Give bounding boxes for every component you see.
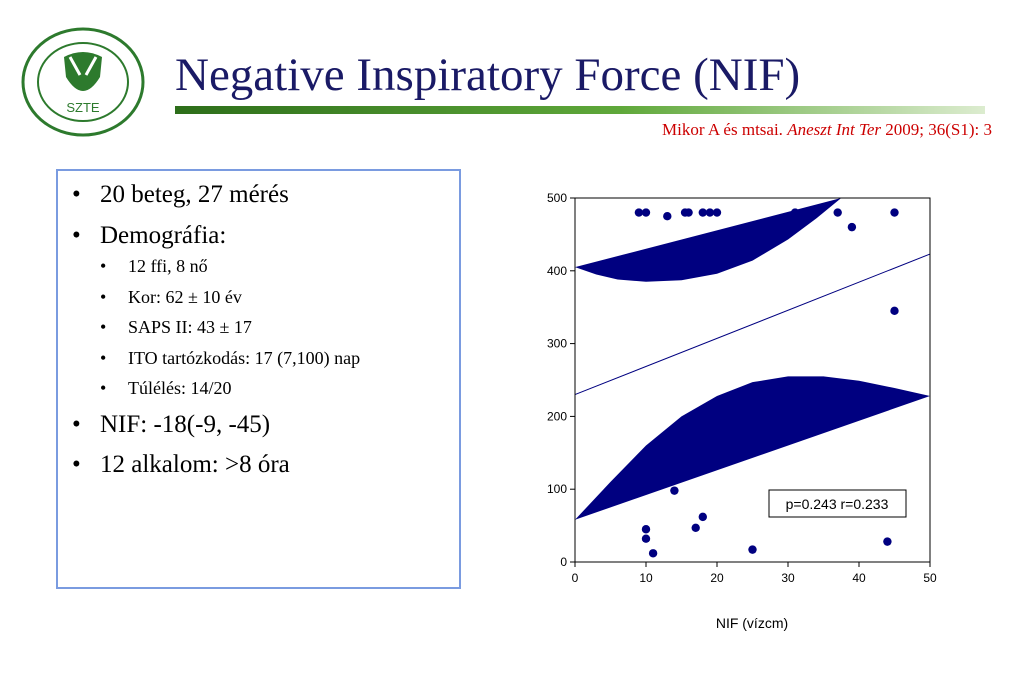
confidence-band-upper — [575, 198, 842, 282]
confidence-band-lower — [575, 376, 930, 520]
regression-line — [574, 253, 931, 396]
data-point — [705, 208, 715, 217]
bullet-item: Demográfia: 12 ffi, 8 nő Kor: 62 ± 10 év… — [72, 220, 360, 400]
annotation-text: p=0.243 r=0.233 — [786, 496, 889, 512]
x-tick-label: 10 — [639, 571, 653, 585]
y-tick-label: 200 — [547, 409, 567, 423]
data-point — [641, 208, 651, 217]
page-title: Negative Inspiratory Force (NIF) — [175, 49, 801, 101]
szte-logo: SZTE — [21, 27, 145, 137]
data-point — [641, 534, 651, 543]
sub-bullet-list: 12 ffi, 8 nő Kor: 62 ± 10 év SAPS II: 43… — [100, 256, 360, 400]
bullet-item: NIF: -18(-9, -45) — [72, 409, 360, 442]
y-tick-label: 500 — [547, 191, 567, 205]
x-tick-label: 40 — [852, 571, 866, 585]
data-point — [698, 208, 707, 217]
sub-bullet-item: 12 ffi, 8 nő — [100, 256, 360, 278]
data-point — [833, 208, 842, 217]
y-tick-label: 400 — [547, 264, 567, 278]
data-point — [634, 208, 644, 217]
bullet-item: 12 alkalom: >8 óra — [72, 449, 360, 482]
title-underline — [175, 106, 985, 114]
data-point — [691, 523, 700, 532]
bullet-text: 12 alkalom: >8 óra — [100, 451, 290, 479]
citation-authors: Mikor A és mtsai. — [662, 120, 788, 139]
bullet-text: 20 beteg, 27 mérés — [100, 181, 289, 208]
x-tick-label: 30 — [781, 571, 795, 585]
y-tick-label: 300 — [547, 337, 567, 351]
data-point — [748, 545, 757, 554]
x-tick-label: 0 — [572, 571, 579, 585]
data-points — [634, 208, 899, 558]
data-point — [712, 208, 722, 217]
x-axis-label: NIF (vízcm) — [716, 615, 788, 631]
citation-details: 2009; 36(S1): 3 — [881, 120, 992, 139]
sub-bullet-item: SAPS II: 43 ± 17 — [100, 317, 360, 339]
x-tick-label: 50 — [923, 571, 937, 585]
y-tick-label: 100 — [547, 482, 567, 496]
y-tick-label: 0 — [560, 555, 567, 569]
data-point — [663, 212, 672, 221]
bullet-item: 20 beteg, 27 mérés — [72, 179, 360, 212]
bullet-text: NIF: -18(-9, -45) — [100, 410, 271, 438]
confidence-bands — [575, 198, 930, 520]
sub-bullet-item: Kor: 62 ± 10 év — [100, 287, 360, 309]
bullet-text: Demográfia: — [100, 221, 227, 249]
data-point — [641, 525, 651, 534]
data-point — [790, 208, 800, 217]
x-tick-label: 20 — [710, 571, 724, 585]
data-point — [883, 537, 892, 546]
data-point — [890, 306, 899, 316]
data-point — [847, 222, 857, 232]
citation: Mikor A és mtsai. Aneszt Int Ter 2009; 3… — [662, 120, 992, 140]
logo-text: SZTE — [66, 100, 100, 115]
data-point — [684, 208, 693, 217]
data-point — [670, 486, 679, 495]
sub-bullet-item: ITO tartózkodás: 17 (7,100) nap — [100, 348, 360, 370]
bullet-list: 20 beteg, 27 mérés Demográfia: 12 ffi, 8… — [72, 179, 360, 490]
plot-frame — [574, 197, 931, 563]
sub-bullet-item: Túlélés: 14/20 — [100, 378, 360, 400]
bullet-box: 20 beteg, 27 mérés Demográfia: 12 ffi, 8… — [56, 169, 461, 589]
annotation-box — [768, 489, 907, 518]
data-point — [648, 549, 658, 558]
data-point — [890, 208, 899, 217]
data-point — [698, 512, 707, 522]
citation-journal: Aneszt Int Ter — [787, 120, 882, 139]
